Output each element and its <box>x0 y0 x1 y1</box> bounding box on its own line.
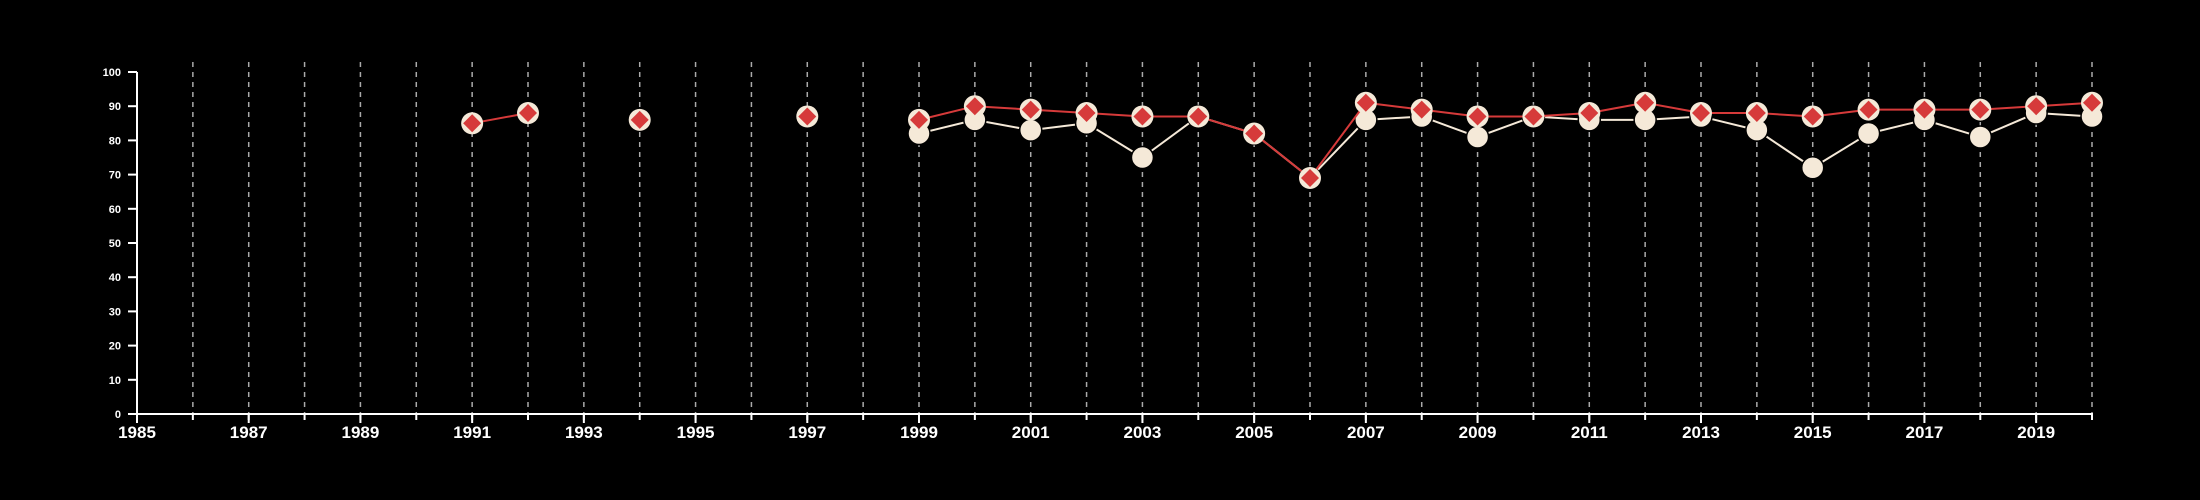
diamond-point <box>1356 93 1375 112</box>
x-tick-label: 1987 <box>230 423 268 442</box>
axes: 0 10 20 30 40 50 60 70 80 90 100 1985 1987 1989 1991 19… <box>103 67 2093 442</box>
y-tick-label: 60 <box>109 204 121 216</box>
diamond-point <box>1692 104 1710 123</box>
x-tick-label: 2019 <box>2017 423 2055 442</box>
diamond-point <box>630 110 649 129</box>
y-tick-label: 70 <box>109 170 121 182</box>
x-tick-label: 2005 <box>1235 423 1273 442</box>
diamond-point <box>910 110 928 129</box>
diamond-point <box>1803 107 1822 126</box>
series <box>461 91 2104 190</box>
diamond-point <box>1971 100 1990 119</box>
series-line-segment <box>1253 132 1311 179</box>
x-tick-label: 2015 <box>1794 423 1832 442</box>
diamond-point <box>1915 100 1934 119</box>
y-tick-label: 90 <box>109 101 121 113</box>
diamond-point <box>1245 124 1264 143</box>
x-tick-label: 2001 <box>1012 423 1050 442</box>
diamond-point <box>1524 107 1543 126</box>
diamond-point <box>1133 107 1152 126</box>
x-tick-label: 1999 <box>900 423 938 442</box>
diamond-point <box>965 97 984 116</box>
y-tick-label: 20 <box>109 341 121 353</box>
y-tick-label: 30 <box>109 306 121 318</box>
x-tick-label: 1995 <box>677 423 715 442</box>
diamond-point <box>798 107 817 126</box>
x-tick-label: 1989 <box>342 423 380 442</box>
y-tick-label: 0 <box>115 409 121 421</box>
diamond-point <box>2083 93 2101 112</box>
y-tick-label: 10 <box>109 375 121 387</box>
diamond-point <box>519 104 537 123</box>
vertical-grid <box>192 62 2093 414</box>
diamond-point <box>1747 104 1766 123</box>
circle-point <box>1968 125 1993 149</box>
series-1 <box>461 91 2103 190</box>
series-line-segment <box>1309 102 1367 179</box>
x-tick-label: 2017 <box>1906 423 1944 442</box>
diamond-point <box>1021 100 1040 119</box>
x-tick-label: 2009 <box>1459 423 1497 442</box>
x-tick-label: 2013 <box>1682 423 1720 442</box>
diamond-point <box>1859 100 1878 119</box>
x-tick-label: 1991 <box>453 423 491 442</box>
y-tick-label: 100 <box>103 67 121 79</box>
series-line-segment <box>1309 119 1367 179</box>
diamond-point <box>1189 107 1208 126</box>
diamond-point <box>1301 169 1319 188</box>
x-tick-label: 1985 <box>118 423 156 442</box>
circle-point <box>1130 145 1155 170</box>
y-tick-label: 40 <box>109 272 121 284</box>
diamond-point <box>1636 93 1655 112</box>
x-tick-label: 1993 <box>565 423 603 442</box>
circle-point <box>1465 125 1490 149</box>
diamond-point <box>1412 100 1431 119</box>
circle-point <box>1800 156 1825 180</box>
diamond-point <box>1077 104 1096 123</box>
x-tick-label: 2003 <box>1124 423 1162 442</box>
diamond-point <box>1580 104 1599 123</box>
diamond-point <box>1468 107 1487 126</box>
diamond-point <box>463 114 482 133</box>
y-tick-label: 50 <box>109 238 121 250</box>
y-tick-label: 80 <box>109 135 121 147</box>
x-tick-label: 1997 <box>788 423 826 442</box>
x-tick-label: 2011 <box>1571 423 1608 442</box>
circle-point <box>1018 118 1043 142</box>
diamond-point <box>2027 97 2046 116</box>
series-0 <box>907 101 2104 190</box>
x-tick-label: 2007 <box>1347 423 1385 442</box>
circle-point <box>1856 121 1881 146</box>
